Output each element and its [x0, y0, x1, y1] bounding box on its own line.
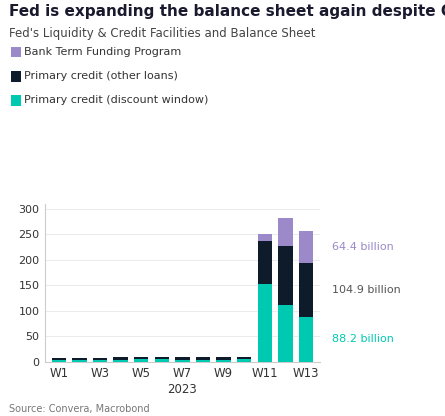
Bar — [93, 358, 107, 360]
Bar — [52, 358, 66, 360]
Bar — [155, 357, 169, 359]
Bar — [196, 357, 210, 359]
Text: Fed's Liquidity & Credit Facilities and Balance Sheet: Fed's Liquidity & Credit Facilities and … — [9, 27, 316, 40]
Bar — [93, 360, 107, 362]
Text: Primary credit (discount window): Primary credit (discount window) — [24, 95, 209, 105]
Bar — [175, 359, 190, 362]
Bar — [258, 241, 272, 285]
Bar — [113, 357, 128, 360]
Bar — [258, 285, 272, 362]
Text: Bank Term Funding Program: Bank Term Funding Program — [24, 47, 182, 57]
Text: Primary credit (other loans): Primary credit (other loans) — [24, 71, 178, 81]
Text: Source: Convera, Macrobond: Source: Convera, Macrobond — [9, 404, 150, 414]
Bar — [72, 360, 87, 362]
Bar — [175, 357, 190, 359]
Bar — [155, 359, 169, 362]
Bar — [216, 359, 231, 362]
Text: 88.2 billion: 88.2 billion — [332, 334, 393, 344]
Bar — [299, 263, 313, 317]
Bar — [216, 357, 231, 359]
Bar — [113, 360, 128, 362]
Bar — [237, 359, 251, 362]
Bar — [134, 359, 149, 362]
X-axis label: 2023: 2023 — [168, 383, 197, 396]
Bar — [299, 317, 313, 362]
Bar — [52, 360, 66, 362]
Bar — [237, 357, 251, 359]
Text: 64.4 billion: 64.4 billion — [332, 242, 393, 252]
Bar — [278, 218, 293, 246]
Bar — [278, 246, 293, 305]
Bar — [72, 358, 87, 360]
Text: Fed is expanding the balance sheet again despite QT: Fed is expanding the balance sheet again… — [9, 4, 445, 19]
Bar — [134, 357, 149, 359]
Bar — [196, 359, 210, 362]
Bar — [299, 230, 313, 263]
Bar — [258, 235, 272, 241]
Text: 104.9 billion: 104.9 billion — [332, 285, 400, 295]
Bar — [278, 305, 293, 362]
